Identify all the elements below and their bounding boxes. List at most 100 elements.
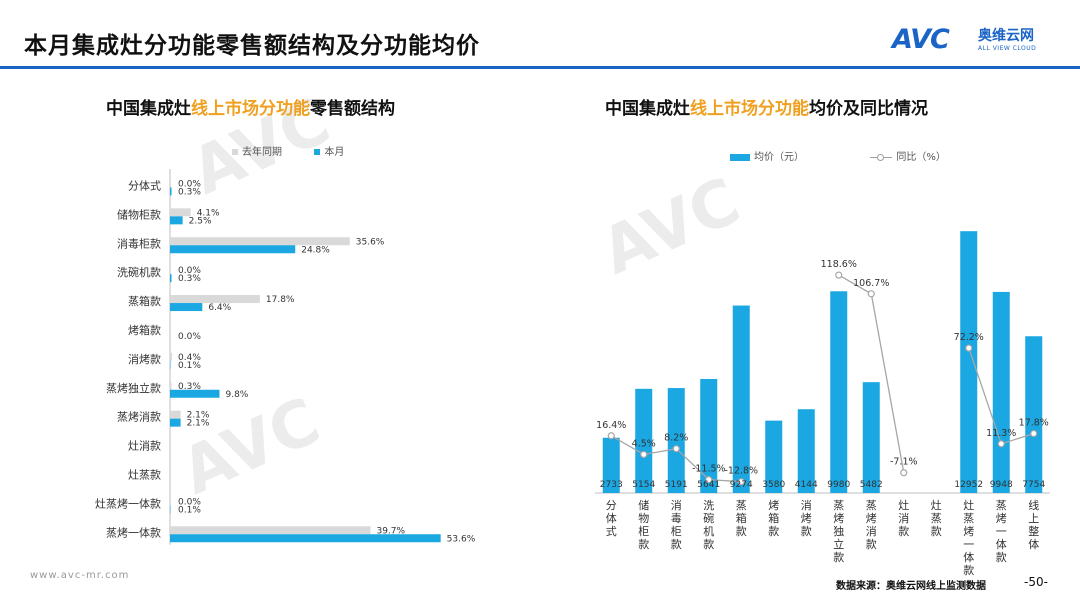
data-label-cur: 0.3% [178, 274, 201, 284]
price-bar [1025, 336, 1043, 493]
category-label: 烤箱款 [128, 323, 161, 337]
price-label: 5154 [632, 480, 655, 490]
category-label: 蒸烤一体款 [996, 499, 1007, 564]
category-label: 灶消款 [898, 499, 909, 538]
bar-current-month [170, 389, 220, 398]
price-bar [992, 291, 1010, 493]
price-bar [602, 437, 620, 493]
yoy-point [705, 476, 713, 484]
bar-prev-year [170, 295, 260, 304]
bar-current-month [170, 360, 171, 369]
price-bar [797, 409, 815, 493]
bar-current-month [170, 534, 441, 543]
data-label-prev: 0.0% [178, 266, 201, 276]
yoy-label: -7.1% [890, 457, 918, 468]
yoy-point [1030, 429, 1038, 438]
price-label: 5482 [860, 480, 883, 490]
left-bar-chart: 分体式 0.0%0.3%储物柜款 4.1%2.5%消毒柜款 35.6%24.8%洗碗机… [95, 169, 476, 545]
category-label: 灶蒸烤一体款 [963, 499, 974, 577]
legend-label-cur: 本月 [324, 147, 345, 158]
price-label: 5641 [697, 480, 720, 490]
category-label: 蒸箱款 [128, 294, 161, 308]
legend-label-prev: 去年同期 [242, 147, 282, 158]
left-legend: 去年同期 本月 [232, 143, 344, 158]
legend-swatch-cur [314, 149, 321, 155]
yoy-label: 17.8% [1019, 418, 1049, 429]
category-label: 储物柜款 [638, 498, 649, 551]
bar-prev-year [170, 381, 172, 390]
category-label: 蒸烤独立款 [106, 381, 161, 395]
category-label: 蒸箱款 [736, 499, 747, 538]
data-label-prev: 0.4% [178, 353, 201, 363]
data-label-prev: 0.0% [178, 179, 201, 189]
data-label-cur: 2.5% [189, 216, 212, 226]
price-bar [830, 291, 848, 493]
yoy-point [737, 478, 745, 486]
yoy-label: 72.2% [954, 332, 984, 343]
price-bar [700, 378, 718, 493]
category-label: 分体式 [606, 499, 617, 538]
yoy-point [997, 440, 1005, 448]
data-label-cur: 0.1% [178, 361, 201, 371]
price-label: 7754 [1022, 480, 1045, 490]
price-label: 12952 [954, 480, 983, 490]
bar-current-month [170, 216, 183, 225]
category-label: 洗碗机款 [703, 499, 714, 551]
price-bar [732, 305, 750, 493]
bar-prev-year [170, 237, 350, 246]
right-combo-chart: 16.4% 4.5% 8.2% -11.5%-12.8% 118.6% 106.7% -7.… [595, 231, 1050, 577]
category-label: 灶蒸款 [128, 467, 161, 481]
legend-line-yoy [870, 153, 893, 161]
bar-current-month [170, 505, 171, 514]
price-label: 9980 [827, 480, 850, 490]
page-number: -50- [1024, 575, 1048, 589]
yoy-label: 118.6% [821, 259, 857, 270]
yoy-point [965, 344, 973, 352]
legend-swatch-prev [232, 149, 238, 155]
yoy-point [867, 290, 875, 298]
yoy-point [672, 445, 680, 453]
data-label-cur: 53.6% [447, 534, 476, 544]
data-label-cur: 0.3% [178, 187, 201, 197]
data-label-cur: 6.4% [208, 303, 231, 313]
category-label: 蒸烤消款 [866, 499, 877, 551]
price-label: 5191 [665, 480, 688, 490]
bar-current-month [170, 245, 296, 254]
data-label-cur: 0.0% [178, 332, 201, 342]
legend-swatch-price [730, 153, 750, 161]
price-label: 9274 [730, 480, 753, 490]
bar-current-month [170, 187, 172, 196]
yoy-label: -11.5% [692, 464, 726, 475]
bar-current-month [170, 274, 172, 283]
data-label-prev: 0.0% [178, 497, 201, 507]
legend-label-price: 均价（元） [754, 152, 804, 163]
price-bar [635, 388, 653, 493]
brand-name-en: ALL VIEW CLOUD [978, 45, 1037, 52]
yoy-point [607, 432, 615, 440]
price-bar [960, 231, 978, 493]
data-label-prev: 4.1% [197, 208, 220, 218]
category-label: 洗碗机款 [117, 265, 161, 279]
data-label-cur: 2.1% [187, 419, 210, 429]
yoy-point [835, 271, 843, 279]
page-title: 本月集成灶分功能零售额结构及分功能均价 [24, 33, 480, 59]
data-label-prev: 39.7% [376, 526, 405, 536]
yoy-label: -12.8% [724, 466, 758, 477]
data-label-prev: 0.3% [178, 382, 201, 392]
left-chart-title: 中国集成灶线上市场分功能零售额结构 [106, 99, 395, 119]
price-label: 3580 [762, 480, 785, 490]
bar-prev-year [170, 352, 173, 361]
data-label-cur: 9.8% [225, 390, 248, 400]
bar-prev-year [170, 526, 371, 535]
category-label: 储物柜款 [117, 207, 161, 221]
price-label: 4144 [795, 480, 818, 490]
category-label: 消烤款 [801, 498, 812, 538]
data-label-prev: 17.8% [266, 295, 295, 305]
price-bar [765, 420, 783, 493]
footer-url: www.avc-mr.com [30, 570, 130, 581]
category-label: 线上整体 [1028, 498, 1039, 551]
data-label-prev: 35.6% [356, 237, 385, 247]
price-label: 2733 [600, 480, 623, 490]
yoy-label: 16.4% [596, 420, 626, 431]
bar-prev-year [170, 410, 181, 419]
